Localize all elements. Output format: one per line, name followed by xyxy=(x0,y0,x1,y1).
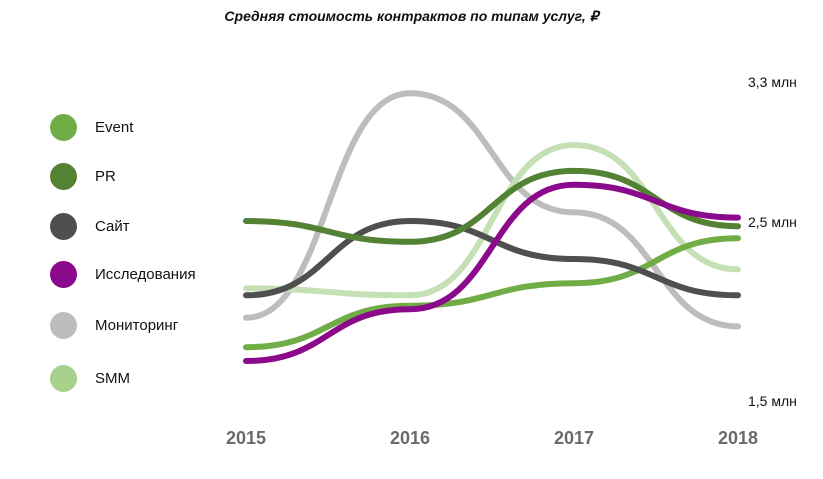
series-line-5 xyxy=(243,142,741,299)
legend-label-site: Сайт xyxy=(95,217,130,235)
legend-item-smm: SMM xyxy=(50,363,130,393)
legend-swatch-monitoring xyxy=(50,311,77,339)
legend-swatch-event xyxy=(50,113,77,141)
legend-label-smm: SMM xyxy=(95,369,130,387)
legend-item-event: Event xyxy=(50,112,133,142)
legend-item-pr: PR xyxy=(50,161,116,191)
legend-label-monitoring: Мониторинг xyxy=(95,316,179,334)
y-tick-label-top: 3,3 млн xyxy=(748,74,797,90)
series-line-2 xyxy=(243,218,741,299)
legend-swatch-research xyxy=(50,260,77,288)
series-line-3 xyxy=(243,181,741,364)
y-tick-label-bottom: 1,5 млн xyxy=(748,393,797,409)
y-tick-label-mid: 2,5 млн xyxy=(748,214,797,230)
x-tick-label-2018: 2018 xyxy=(718,428,758,448)
legend-item-site: Сайт xyxy=(50,211,130,241)
x-tick-label-2017: 2017 xyxy=(554,428,594,448)
series-lines xyxy=(243,90,741,364)
legend-swatch-site xyxy=(50,212,77,240)
series-line-0 xyxy=(243,235,741,351)
x-tick-label-2015: 2015 xyxy=(226,428,266,448)
legend-label-research: Исследования xyxy=(95,265,196,283)
chart-title: Средняя стоимость контрактов по типам ус… xyxy=(224,8,599,24)
legend-swatch-smm xyxy=(50,364,77,392)
legend-label-event: Event xyxy=(95,118,134,136)
legend-swatch-pr xyxy=(50,162,77,190)
legend-item-research: Исследования xyxy=(50,259,196,289)
legend-item-monitoring: Мониторинг xyxy=(50,310,178,340)
legend-label-pr: PR xyxy=(95,167,116,185)
x-tick-label-2016: 2016 xyxy=(390,428,430,448)
